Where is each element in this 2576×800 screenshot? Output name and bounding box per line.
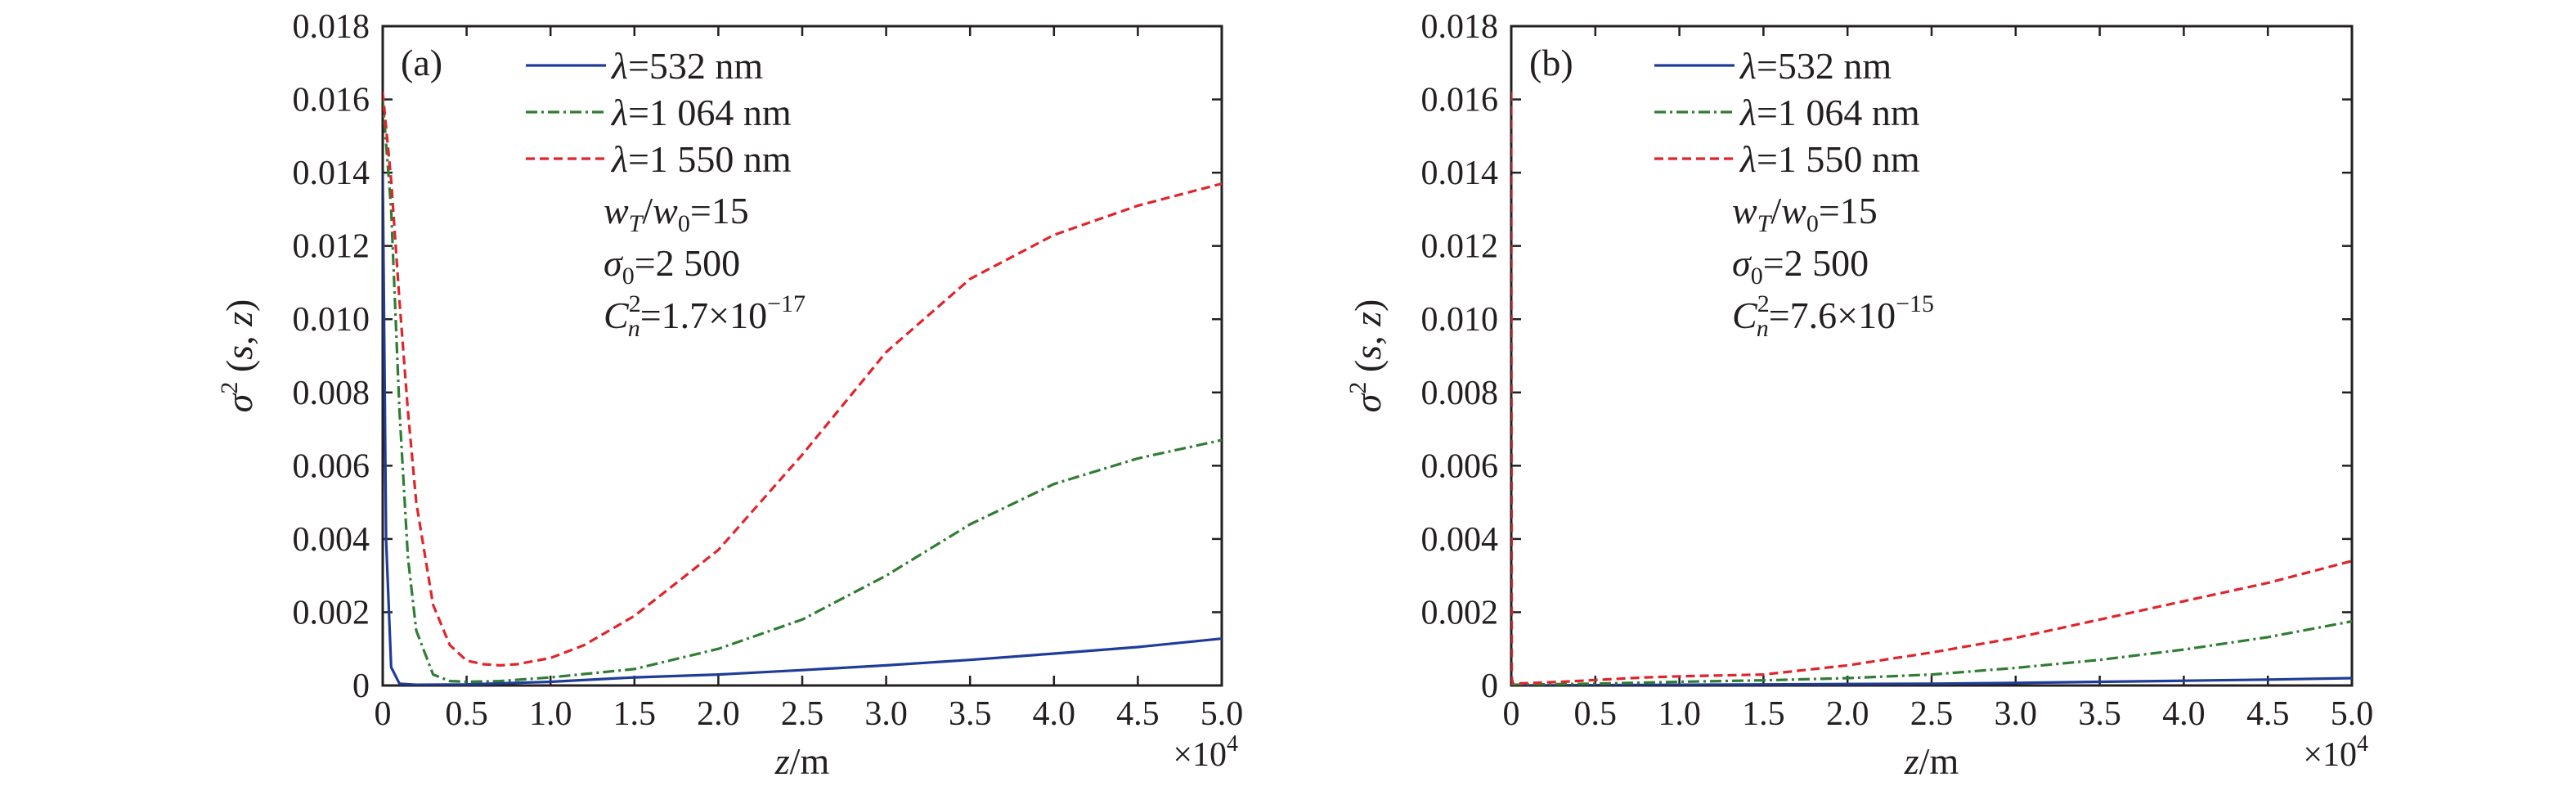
x-tick-label: 1.5: [613, 695, 657, 733]
series-line-1: [383, 99, 1222, 684]
y-tick-label: 0.018: [1421, 8, 1499, 46]
legend-label: λ=532 nm: [610, 45, 763, 87]
x-axis-multiplier: ×104: [1173, 731, 1238, 774]
x-tick-label: 0: [1503, 695, 1520, 733]
plot-frame: [1510, 25, 2354, 687]
x-tick-label: 1.0: [529, 695, 572, 733]
series-line-0: [383, 173, 1222, 685]
x-tick-label: 4.0: [2162, 695, 2206, 733]
y-tick-label: 0.002: [293, 594, 370, 631]
x-tick-label: 2.0: [1826, 695, 1869, 733]
x-tick-label: 3.0: [864, 695, 908, 733]
y-tick-label: 0.004: [293, 521, 370, 559]
y-tick-label: 0.006: [293, 447, 370, 485]
y-tick-label: 0.012: [293, 228, 370, 266]
legend-label: λ=1 550 nm: [610, 138, 792, 180]
x-axis-label: z/m: [774, 740, 830, 782]
param-annotation: C2 n=7.6×10−15: [1732, 290, 1934, 342]
x-tick-label: 1.0: [1658, 695, 1701, 733]
x-tick-label: 5.0: [2331, 695, 2374, 733]
x-tick-label: 3.5: [2078, 695, 2121, 733]
x-tick-label: 4.0: [1033, 695, 1076, 733]
x-tick-label: 2.0: [697, 695, 740, 733]
legend-label: λ=1 064 nm: [610, 92, 792, 133]
y-tick-label: 0.008: [293, 375, 370, 412]
series-line-1: [1511, 620, 2352, 685]
legend-label: λ=1 550 nm: [1739, 138, 1920, 180]
x-tick-label: 0.5: [1574, 695, 1618, 733]
y-tick-label: 0.018: [293, 8, 370, 46]
y-tick-label: 0.014: [1421, 155, 1499, 192]
y-tick-label: 0: [352, 667, 370, 705]
y-tick-label: 0.012: [1421, 228, 1499, 266]
y-axis-label: σ2 (s, z): [1344, 299, 1389, 413]
param-annotation: wT/w0=15: [1732, 190, 1878, 237]
param-annotation: C2 n=1.7×10−17: [604, 290, 806, 342]
y-axis-label: σ2 (s, z): [216, 299, 260, 413]
y-tick-label: 0.004: [1421, 521, 1499, 559]
x-tick-label: 1.5: [1742, 695, 1785, 733]
param-annotation: wT/w0=15: [604, 190, 749, 237]
y-tick-label: 0.006: [1421, 447, 1499, 485]
panel-label: (b): [1529, 42, 1573, 83]
param-annotation: σ0=2 500: [1732, 242, 1869, 290]
x-axis-multiplier: ×104: [2303, 731, 2368, 774]
y-tick-label: 0.010: [1421, 301, 1499, 339]
y-tick-label: 0.014: [293, 155, 370, 192]
panel-label: (a): [401, 42, 442, 83]
x-tick-label: 5.0: [1200, 695, 1244, 733]
chart-panel-b: 0 0.5 1.0 1.5 2.0 2.5 3.0 3.5 4.0 4.5 5.0 0 0.002 0.0…: [1344, 8, 2373, 782]
chart-panel-a: 0 0.5 1.0 1.5 2.0 2.5 3.0 3.5 4.0 4.5 5.0 0 0.002 0.0…: [216, 8, 1243, 782]
series-line-0: [1511, 676, 2352, 685]
y-tick-label: 0.016: [1421, 82, 1499, 119]
y-tick-label: 0.010: [293, 301, 370, 339]
x-tick-label: 0.5: [445, 695, 488, 733]
series-line-2: [383, 92, 1222, 667]
y-tick-label: 0.016: [293, 82, 370, 119]
legend-label: λ=532 nm: [1739, 45, 1892, 87]
x-tick-label: 3.0: [1995, 695, 2038, 733]
x-tick-label: 0: [375, 695, 392, 733]
y-tick-label: 0: [1481, 667, 1498, 705]
y-tick-label: 0.002: [1421, 594, 1499, 631]
x-tick-label: 3.5: [949, 695, 992, 733]
y-tick-label: 0.008: [1421, 375, 1499, 412]
plot-frame: [381, 25, 1223, 687]
x-tick-label: 4.5: [1116, 695, 1160, 733]
param-annotation: σ0=2 500: [604, 242, 740, 290]
x-tick-label: 2.5: [781, 695, 824, 733]
legend-label: λ=1 064 nm: [1739, 92, 1920, 133]
series-line-2: [1511, 92, 2352, 685]
x-tick-label: 4.5: [2246, 695, 2290, 733]
x-axis-label: z/m: [1904, 740, 1959, 782]
x-tick-label: 2.5: [1910, 695, 1954, 733]
